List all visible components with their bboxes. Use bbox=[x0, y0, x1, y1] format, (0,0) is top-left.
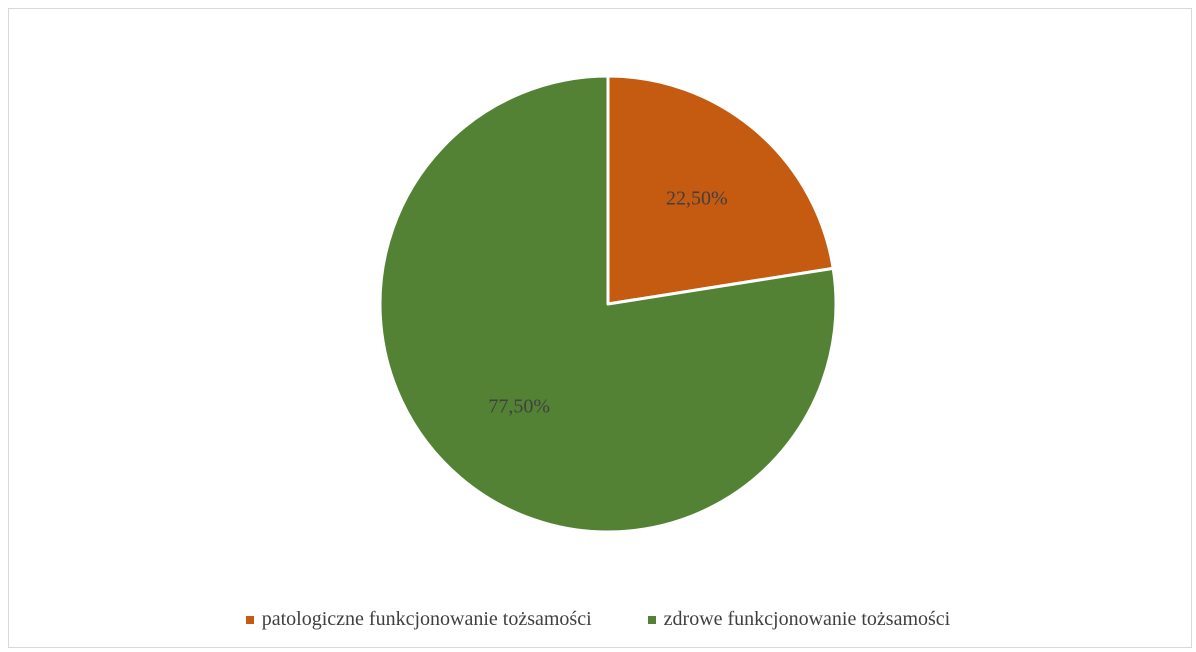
data-label-pathological: 22,50% bbox=[666, 188, 728, 210]
legend-item-pathological: patologiczne funkcjonowanie tożsamości bbox=[245, 608, 592, 631]
legend-item-healthy: zdrowe funkcjonowanie tożsamości bbox=[647, 608, 951, 631]
legend-swatch-pathological bbox=[245, 615, 254, 624]
pie-data-labels: 22,50% 77,50% bbox=[488, 188, 727, 418]
pie-slice-pathological bbox=[606, 74, 835, 306]
pie-slices bbox=[378, 74, 838, 534]
legend-swatch-healthy bbox=[647, 615, 656, 624]
legend: patologiczne funkcjonowanie tożsamości z… bbox=[0, 608, 1196, 631]
data-label-healthy: 77,50% bbox=[488, 396, 550, 418]
legend-label-healthy: zdrowe funkcjonowanie tożsamości bbox=[663, 608, 951, 630]
pie-slice-healthy bbox=[378, 74, 838, 534]
legend-label-pathological: patologiczne funkcjonowanie tożsamości bbox=[261, 608, 592, 630]
